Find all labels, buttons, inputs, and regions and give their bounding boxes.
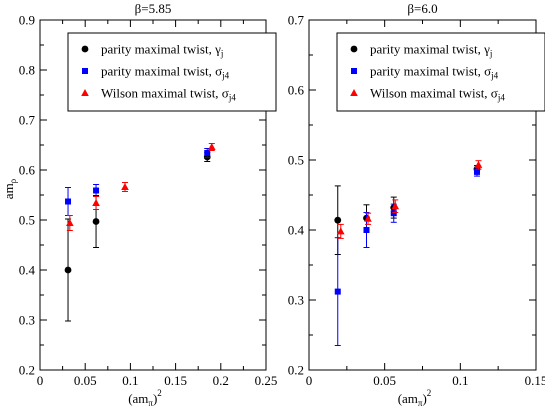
legend-label: Wilson maximal twist, σj4: [370, 86, 505, 103]
y-tick-label: 0.5: [288, 153, 304, 168]
series-square: [65, 148, 211, 216]
series-circle: [64, 152, 211, 322]
chart-title: β=5.85: [135, 1, 172, 16]
data-point-square: [390, 210, 397, 217]
legend-label-main: parity maximal twist, σ: [101, 64, 222, 79]
x-axis-label-main: (am: [128, 391, 148, 406]
y-tick-label: 0.6: [288, 83, 305, 98]
y-tick-label: 0.2: [288, 363, 304, 378]
x-axis-label-paren: ): [153, 391, 157, 406]
data-point-triangle: [391, 202, 400, 210]
legend-marker-triangle: [81, 89, 89, 96]
data-point-circle: [64, 266, 72, 274]
data-point-circle: [92, 218, 100, 225]
data-point-triangle: [92, 199, 100, 206]
x-tick-label: 0: [37, 373, 44, 388]
data-point-circle: [334, 216, 342, 224]
series-triangle: [336, 160, 483, 239]
data-point-square: [65, 198, 72, 205]
legend-label: parity maximal twist, γj: [101, 42, 223, 59]
legend-label-sub: j: [489, 49, 493, 59]
y-tick-label: 0.8: [19, 63, 35, 78]
y-tick-label: 0.3: [19, 313, 35, 328]
series-triangle: [66, 143, 216, 231]
data-point-square: [93, 187, 100, 194]
legend-label-sub: j4: [490, 71, 499, 81]
x-axis-label-main: (am: [398, 391, 418, 406]
x-axis-label-sub: π: [148, 398, 153, 408]
legend-marker-triangle: [350, 89, 358, 96]
y-tick-label: 0.4: [288, 223, 305, 238]
x-axis-label: (amπ)2: [128, 388, 162, 408]
legend-label-main: parity maximal twist, γ: [370, 42, 490, 57]
y-axis-label: amρ: [1, 178, 18, 199]
chart-panel-2: 0 0.05 0.1 0.15 0.2 0.3 0.4 0.5 0.6 0.7 β=6.0 (amπ)…: [288, 1, 545, 408]
data-point-triangle: [207, 143, 216, 150]
y-tick-label: 0.2: [19, 363, 35, 378]
x-tick-label: 0.15: [164, 373, 187, 388]
data-point-triangle: [121, 183, 129, 190]
y-tick-label: 0.7: [19, 113, 36, 128]
x-tick-label: 0.15: [525, 373, 545, 388]
x-tick-label: 0.2: [213, 373, 229, 388]
data-point-triangle: [364, 214, 372, 222]
legend-label-main: parity maximal twist, γ: [101, 42, 221, 57]
x-axis-label-sub: π: [418, 398, 423, 408]
legend-label: parity maximal twist, σj4: [370, 64, 499, 81]
data-point-square: [473, 168, 480, 175]
y-tick-label: 0.3: [288, 293, 304, 308]
x-axis-label-paren: ): [422, 391, 426, 406]
legend-label-sub: j: [220, 49, 224, 59]
legend-label-main: parity maximal twist, σ: [370, 64, 491, 79]
data-point-triangle: [474, 160, 483, 168]
legend-label-main: Wilson maximal twist, σ: [370, 86, 498, 101]
y-tick-label: 0.9: [19, 13, 35, 28]
x-tick-label: 0.05: [373, 373, 396, 388]
legend-label: parity maximal twist, γj: [370, 42, 492, 59]
y-axis-label-sub: ρ: [8, 178, 18, 183]
y-tick-label: 0.4: [19, 263, 36, 278]
x-tick-label: 0.05: [74, 373, 97, 388]
legend-box: [67, 32, 277, 112]
x-axis-label-sup: 2: [157, 388, 162, 398]
x-tick-label: 0: [306, 373, 313, 388]
data-point-triangle: [66, 219, 74, 226]
data-point-square: [204, 150, 211, 156]
legend-label-sub: j4: [497, 93, 506, 103]
x-tick-label: 0.25: [255, 373, 278, 388]
legend-label-sub: j4: [228, 93, 237, 103]
chart-panel-1: 0 0.05 0.1 0.15 0.2 0.25 0.2 0.3 0.4 0.5 0.6 0.7 0.8…: [1, 1, 277, 408]
y-axis-label-main: am: [1, 183, 16, 199]
x-tick-label: 0.1: [452, 373, 468, 388]
y-tick-label: 0.6: [19, 163, 36, 178]
legend-marker-square: [82, 68, 88, 74]
x-axis-label-sup: 2: [427, 388, 432, 398]
x-tick-label: 0.1: [122, 373, 138, 388]
x-axis-label: (amπ)2: [398, 388, 432, 408]
legend-box: [336, 32, 545, 112]
legend-label-sub: j4: [221, 71, 230, 81]
series-square: [334, 167, 480, 346]
legend-marker-circle: [350, 45, 358, 53]
data-point-square: [363, 227, 370, 233]
data-point-square: [334, 288, 341, 295]
legend-label: Wilson maximal twist, σj4: [101, 86, 236, 103]
series-circle: [334, 165, 481, 255]
y-tick-label: 0.5: [19, 213, 35, 228]
data-point-triangle: [336, 227, 345, 235]
legend-marker-circle: [81, 45, 89, 53]
legend-label: parity maximal twist, σj4: [101, 64, 230, 81]
legend-marker-square: [351, 68, 357, 74]
legend-label-main: Wilson maximal twist, σ: [101, 86, 229, 101]
y-tick-label: 0.7: [288, 13, 305, 28]
chart-title: β=6.0: [407, 1, 437, 16]
